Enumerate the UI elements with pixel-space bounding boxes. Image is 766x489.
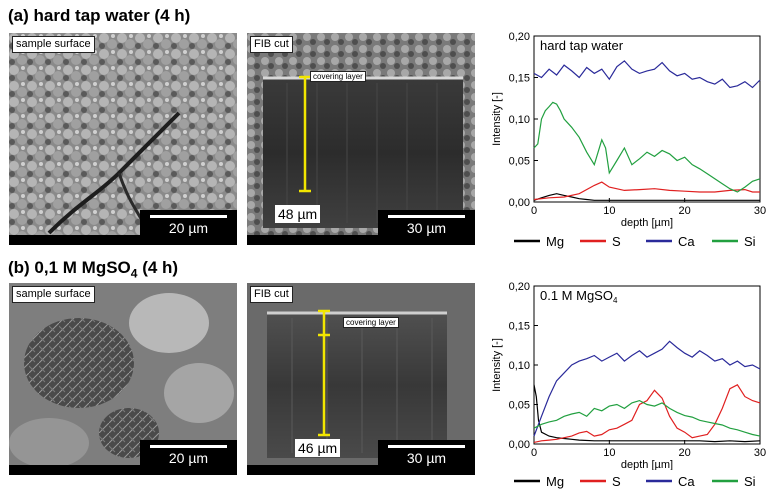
legend-label-s: S	[612, 474, 621, 489]
chart-title: 0.1 M MgSO4	[540, 288, 618, 305]
layer-thickness-label: 46 µm	[295, 439, 341, 457]
legend-label-si: Si	[744, 234, 756, 249]
series-line-s	[533, 181, 760, 201]
x-tick-label: 20	[679, 205, 691, 217]
y-axis-label: Intensity [-]	[491, 338, 503, 392]
scale-bar-label: 30 µm	[406, 450, 447, 466]
scale-bar-label: 20 µm	[168, 220, 209, 236]
y-tick-label: 0,05	[509, 400, 530, 412]
scale-bar-label: 20 µm	[168, 450, 209, 466]
sem-info-bar	[247, 235, 380, 245]
x-tick-label: 0	[531, 447, 537, 459]
sem-texture-b-surface	[9, 283, 237, 475]
covering-layer-label: covering layer	[310, 71, 366, 82]
sem-texture-a-surface	[9, 33, 237, 245]
y-tick-label: 0,05	[509, 156, 530, 168]
x-tick-label: 10	[603, 205, 615, 217]
y-tick-label: 0,00	[509, 439, 530, 451]
sem-info-bar	[9, 235, 142, 245]
series-line-si	[533, 101, 761, 193]
chart-title: hard tap water	[540, 38, 624, 53]
scale-bar-label: 30 µm	[406, 220, 447, 236]
legend-label-ca: Ca	[678, 474, 695, 489]
sem-texture-a-fib	[247, 33, 475, 245]
x-tick-label: 20	[679, 447, 691, 459]
series-line-ca	[533, 60, 761, 89]
sem-image-a-fib: FIB cut covering layer 48 µm 30 µm	[247, 33, 475, 245]
series-line-mg	[533, 384, 761, 443]
y-tick-label: 0,00	[509, 197, 530, 209]
layer-thickness-label: 48 µm	[275, 205, 321, 223]
x-axis-label: depth [µm]	[621, 217, 673, 229]
section-a-title: (a) hard tap water (4 h)	[8, 6, 191, 25]
series-line-s	[533, 384, 761, 443]
legend-label-mg: Mg	[546, 234, 564, 249]
sem-texture-b-fib	[247, 283, 475, 475]
y-tick-label: 0,10	[509, 360, 530, 372]
sample-surface-label: sample surface	[12, 286, 95, 303]
x-tick-label: 30	[754, 205, 766, 217]
scale-bar: 20 µm	[140, 440, 237, 475]
fib-cut-label: FIB cut	[250, 36, 293, 53]
series-line-si	[533, 399, 761, 437]
y-tick-label: 0,15	[509, 321, 530, 333]
sem-info-bar	[9, 465, 142, 475]
plot-frame	[533, 285, 761, 445]
x-tick-label: 30	[754, 447, 766, 459]
x-tick-label: 0	[531, 205, 537, 217]
legend-label-mg: Mg	[546, 474, 564, 489]
x-axis-label: depth [µm]	[621, 459, 673, 470]
intensity-chart-b: 0,00 0,05 0,10 0,15 0,20 0 10 20 30 depth [µm] Int…	[491, 281, 766, 470]
sample-surface-label: sample surface	[12, 36, 95, 53]
y-axis-label: Intensity [-]	[491, 92, 503, 146]
series-line-mg	[533, 193, 760, 201]
scale-bar: 30 µm	[378, 210, 475, 245]
scale-bar: 20 µm	[140, 210, 237, 245]
sem-info-bar	[247, 465, 380, 475]
scale-bar: 30 µm	[378, 440, 475, 475]
y-tick-label: 0,20	[509, 31, 530, 43]
sem-image-b-fib: FIB cut covering layer 46 µm 30 µm	[247, 283, 475, 475]
legend-label-si: Si	[744, 474, 756, 489]
sem-image-a-surface: sample surface 20 µm	[9, 33, 237, 245]
y-tick-label: 0,20	[509, 281, 530, 293]
y-tick-label: 0,15	[509, 73, 530, 85]
sem-image-b-surface: sample surface 20 µm	[9, 283, 237, 475]
covering-layer-label: covering layer	[343, 317, 399, 328]
y-tick-label: 0,10	[509, 114, 530, 126]
legend-label-ca: Ca	[678, 234, 695, 249]
section-b-title: (b) 0,1 M MgSO4 (4 h)	[8, 258, 179, 281]
plot-frame	[533, 35, 761, 203]
chart-legend-b: Mg S Ca Si	[514, 474, 756, 489]
series-line-ca	[533, 340, 761, 437]
intensity-chart-a: 0,00 0,05 0,10 0,15 0,20 0 10 20 30 depth [µm] Int…	[491, 31, 766, 229]
legend-label-s: S	[612, 234, 621, 249]
x-tick-label: 10	[603, 447, 615, 459]
fib-cut-label: FIB cut	[250, 286, 293, 303]
chart-legend-a: Mg S Ca Si	[514, 234, 756, 249]
